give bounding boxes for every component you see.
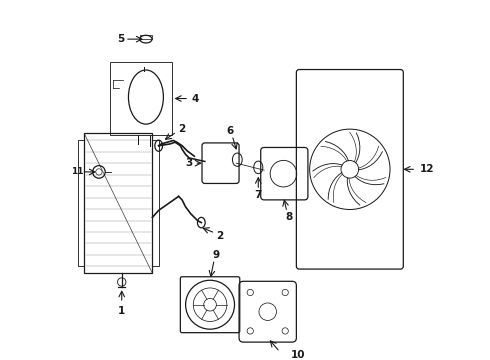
Text: 10: 10 xyxy=(291,350,305,360)
Text: 6: 6 xyxy=(227,126,234,136)
Text: 4: 4 xyxy=(192,94,199,104)
Text: 1: 1 xyxy=(118,306,125,316)
Bar xyxy=(84,134,152,273)
Bar xyxy=(152,140,159,266)
Text: 7: 7 xyxy=(255,190,262,200)
Text: 3: 3 xyxy=(185,158,193,168)
Text: 5: 5 xyxy=(117,34,124,44)
Bar xyxy=(78,140,84,266)
Text: 2: 2 xyxy=(216,230,223,240)
Text: 8: 8 xyxy=(285,212,293,222)
Text: 12: 12 xyxy=(420,164,434,174)
Text: 9: 9 xyxy=(213,250,220,260)
Text: 2: 2 xyxy=(178,124,185,134)
Text: 11: 11 xyxy=(71,167,83,176)
Bar xyxy=(110,62,172,135)
Bar xyxy=(140,35,152,39)
